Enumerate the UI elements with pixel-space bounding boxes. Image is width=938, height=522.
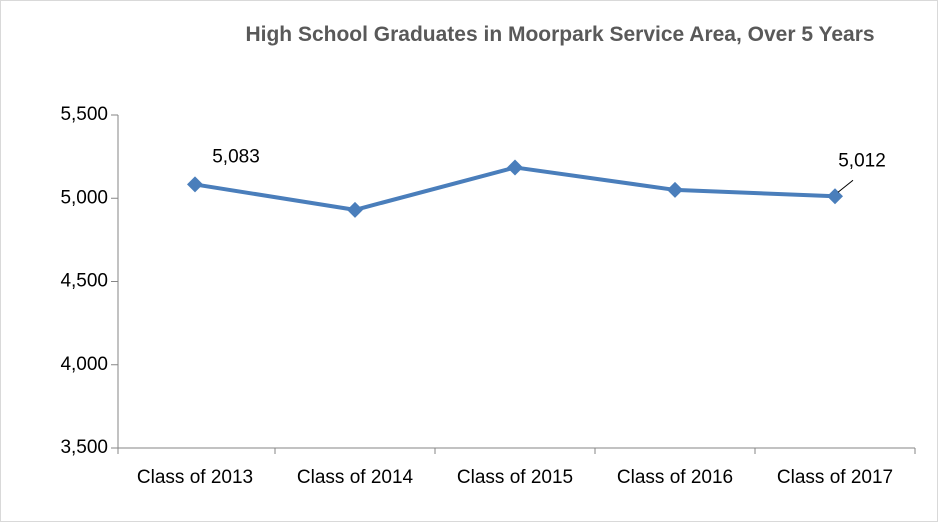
y-tick-label: 5,000 — [60, 187, 108, 208]
x-tick-label: Class of 2016 — [617, 467, 733, 488]
marker — [187, 176, 203, 193]
y-tick-label: 3,500 — [60, 437, 108, 458]
y-tick-label: 4,500 — [60, 271, 108, 292]
marker — [827, 188, 843, 205]
y-tick-label: 4,000 — [60, 354, 108, 375]
leader-line — [837, 179, 854, 193]
data-label: 5,012 — [838, 150, 886, 171]
x-tick-label: Class of 2015 — [457, 467, 573, 488]
data-label: 5,083 — [212, 146, 260, 167]
x-tick-label: Class of 2017 — [777, 467, 893, 488]
x-tick-label: Class of 2013 — [137, 467, 253, 488]
marker — [347, 201, 363, 218]
x-tick-label: Class of 2014 — [297, 467, 414, 488]
chart-title: High School Graduates in Moorpark Servic… — [245, 23, 875, 46]
marker — [507, 159, 523, 176]
marker — [667, 181, 683, 198]
y-tick-label: 5,500 — [60, 104, 108, 125]
